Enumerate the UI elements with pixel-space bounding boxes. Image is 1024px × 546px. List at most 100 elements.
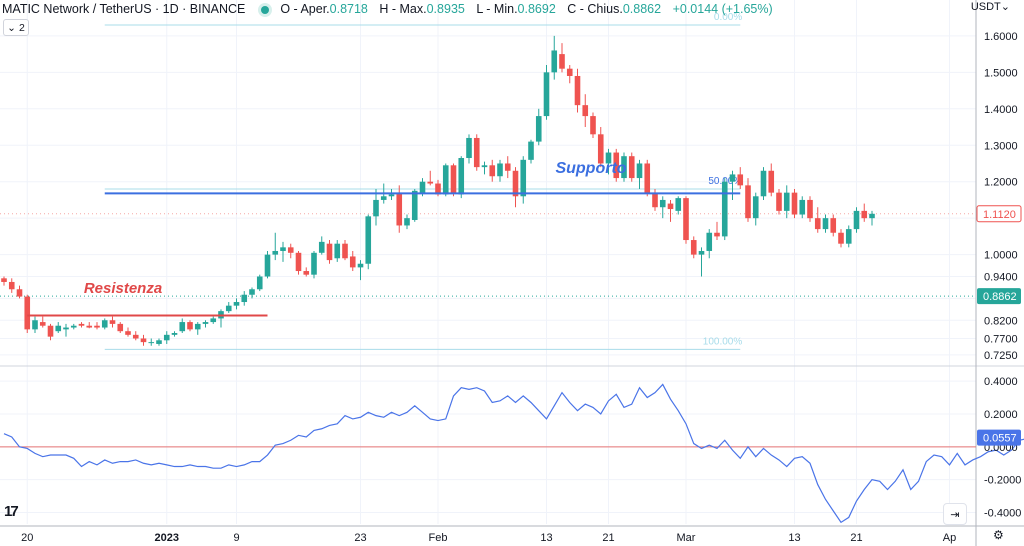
candle <box>551 50 558 73</box>
time-axis-tick: Ap <box>943 532 956 544</box>
candle <box>783 192 790 211</box>
oscillator-axis-tick: 0.2000 <box>984 409 1018 421</box>
candle <box>16 289 23 297</box>
gear-icon[interactable]: ⚙ <box>993 528 1004 542</box>
price-axis-tick: 1.6000 <box>984 31 1018 43</box>
go-to-end-icon: ⇥ <box>950 508 960 521</box>
time-axis-tick: 21 <box>602 532 614 544</box>
candle <box>776 192 782 211</box>
candle <box>590 116 596 135</box>
candle <box>489 165 496 177</box>
candle <box>822 218 829 230</box>
candle <box>869 213 875 219</box>
candle <box>117 323 124 332</box>
candle <box>628 156 635 179</box>
scroll-to-realtime-button[interactable]: ⇥ <box>943 503 967 525</box>
candle <box>830 218 837 233</box>
price-axis-tick: 0.7700 <box>984 333 1018 345</box>
candle <box>148 342 155 344</box>
oscillator-axis-tick: -0.4000 <box>984 508 1021 520</box>
tradingview-logo-icon[interactable]: 17 <box>4 503 19 520</box>
candle <box>675 198 682 211</box>
candle <box>163 334 170 341</box>
candle <box>94 325 100 328</box>
candle <box>838 232 844 244</box>
fib-level-label: 50.00% <box>708 176 742 187</box>
candle <box>644 163 651 193</box>
candle <box>411 190 418 220</box>
time-axis-tick: Mar <box>677 532 696 544</box>
candle <box>272 250 279 255</box>
candle <box>342 243 348 259</box>
candle <box>814 218 821 230</box>
candle <box>241 294 248 303</box>
candle <box>202 322 209 324</box>
price-axis-tick: 1.3000 <box>984 140 1018 152</box>
candle <box>396 192 403 226</box>
candle <box>8 281 15 290</box>
resistance-label: Resistenza <box>84 280 162 297</box>
candle <box>287 247 294 253</box>
candle <box>791 192 798 215</box>
time-axis-tick: Feb <box>429 532 448 544</box>
candle <box>210 318 217 323</box>
candle <box>752 196 759 219</box>
close-label: C - Chius. <box>567 2 623 16</box>
candle <box>179 322 186 332</box>
candle <box>326 243 333 261</box>
ref-price-tag <box>976 205 1022 223</box>
candle <box>295 252 302 272</box>
candle <box>404 218 410 226</box>
candle <box>109 320 116 324</box>
candle <box>156 340 162 344</box>
last-price-tag <box>977 288 1021 305</box>
oscillator-axis-tick: 0.4000 <box>984 376 1018 388</box>
candle <box>667 203 674 210</box>
open-label: O - Aper. <box>280 2 330 16</box>
low-label: L - Min. <box>476 2 518 16</box>
candle <box>318 241 325 253</box>
candle <box>435 183 441 195</box>
candle <box>47 325 54 337</box>
candle <box>280 247 286 251</box>
open-value: 0.8718 <box>329 2 368 16</box>
ref-price-tag-text: 1.1120 <box>983 209 1016 221</box>
candle <box>566 68 573 76</box>
candle <box>737 174 744 186</box>
chevron-down-icon: ⌄ <box>7 21 16 34</box>
candle <box>605 152 612 164</box>
time-axis-tick: 13 <box>788 532 800 544</box>
candle <box>473 137 480 168</box>
fib-level-label: 100.00% <box>703 336 743 347</box>
symbol-title[interactable]: MATIC Network / TetherUS · 1D · BINANCE <box>2 2 246 16</box>
fib-level-label: 0.00% <box>714 12 742 23</box>
candle <box>303 271 310 275</box>
candle <box>559 54 565 69</box>
candle <box>659 199 666 208</box>
candle <box>78 323 85 326</box>
price-axis-tick: 1.2000 <box>984 177 1018 189</box>
candle <box>690 240 697 255</box>
chart-legend: MATIC Network / TetherUS · 1D · BINANCE … <box>2 2 781 16</box>
time-axis-tick: 2023 <box>155 532 179 544</box>
high-label: H - Max. <box>379 2 427 16</box>
candle <box>768 170 775 193</box>
candle <box>63 327 69 330</box>
candle <box>760 170 767 197</box>
candle <box>845 229 852 244</box>
candle <box>613 152 620 179</box>
candle <box>249 289 255 295</box>
candle <box>140 338 147 343</box>
indicators-collapse-button[interactable]: ⌄ 2 <box>3 19 29 36</box>
candle <box>256 276 263 290</box>
candle <box>807 199 813 219</box>
price-axis-tick: 1.5000 <box>984 67 1018 79</box>
candle <box>721 181 728 237</box>
candle <box>419 181 426 193</box>
price-axis-tick: 0.9400 <box>984 272 1018 284</box>
candle <box>582 105 589 117</box>
candle <box>520 159 527 197</box>
currency-selector[interactable]: USDT⌄ <box>970 1 1010 13</box>
candle <box>458 158 465 195</box>
